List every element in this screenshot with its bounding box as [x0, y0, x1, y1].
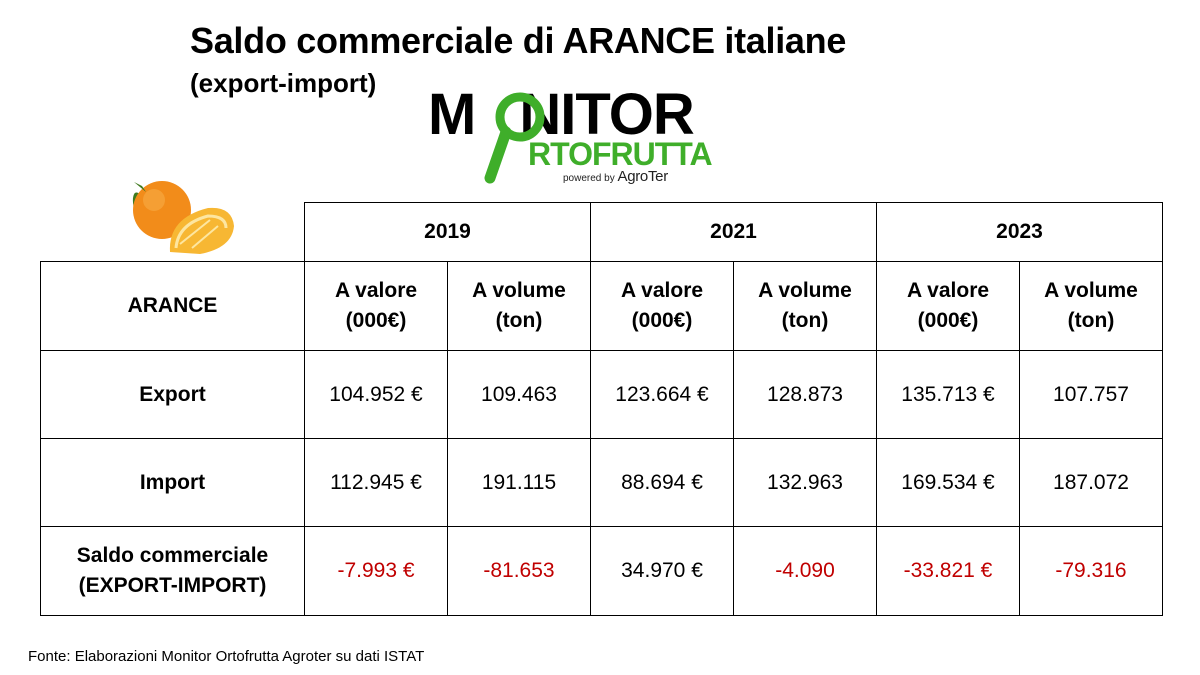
orange-fruit-icon — [132, 181, 234, 254]
table-cell: -7.993 € — [304, 526, 448, 616]
value-header-2021: A valore (000€) — [590, 261, 734, 351]
row-label: Saldo commerciale (EXPORT-IMPORT) — [40, 526, 305, 616]
saldo-row: Saldo commerciale (EXPORT-IMPORT) -7.993 … — [40, 526, 1163, 616]
logo-powered-by: powered by AgroTer — [563, 168, 668, 185]
logo-wordmark: M NITOR — [428, 82, 695, 147]
table-cell: 109.463 — [447, 350, 591, 439]
volume-header-2021: A volume (ton) — [733, 261, 877, 351]
page-title: Saldo commerciale di ARANCE italiane — [190, 20, 847, 61]
table-cell: 123.664 € — [590, 350, 734, 439]
table-cell: -79.316 — [1019, 526, 1163, 616]
table-cell: 169.534 € — [876, 438, 1020, 527]
table-cell: -33.821 € — [876, 526, 1020, 616]
value-header-2023: A valore (000€) — [876, 261, 1020, 351]
table-cell: 104.952 € — [304, 350, 448, 439]
year-2021-header: 2021 — [590, 202, 877, 262]
arance-header: ARANCE — [40, 261, 305, 351]
year-2023-header: 2023 — [876, 202, 1163, 262]
orange-trade-table: 2019 2021 2023 ARANCE A valore (000€) A v… — [40, 202, 1163, 616]
logo-subtitle: RTOFRUTTA — [528, 136, 713, 172]
table-cell: 191.115 — [447, 438, 591, 527]
monitor-ortofrutta-logo: M NITOR RTOFRUTTA powered by AgroTer — [428, 86, 773, 186]
table-cell: 132.963 — [733, 438, 877, 527]
magnifier-icon — [484, 92, 545, 184]
table-cell: 187.072 — [1019, 438, 1163, 527]
column-header-row: ARANCE A valore (000€) A volume (ton) A va… — [40, 261, 1163, 351]
export-row: Export 104.952 € 109.463 123.664 € 128.8… — [40, 350, 1163, 439]
table-cell: -81.653 — [447, 526, 591, 616]
source-note: Fonte: Elaborazioni Monitor Ortofrutta A… — [28, 648, 425, 665]
value-header-2019: A valore (000€) — [304, 261, 448, 351]
table-cell: 34.970 € — [590, 526, 734, 616]
year-2019-header: 2019 — [304, 202, 591, 262]
import-row: Import 112.945 € 191.115 88.694 € 132.96… — [40, 438, 1163, 527]
page-subtitle: (export-import) — [190, 68, 377, 98]
table-cell: 128.873 — [733, 350, 877, 439]
row-label: Import — [40, 438, 305, 527]
row-label: Export — [40, 350, 305, 439]
blank-corner — [41, 203, 305, 262]
table-cell: 112.945 € — [304, 438, 448, 527]
table-cell: 135.713 € — [876, 350, 1020, 439]
volume-header-2023: A volume (ton) — [1019, 261, 1163, 351]
table-cell: 88.694 € — [590, 438, 734, 527]
year-header-row: 2019 2021 2023 — [41, 202, 1163, 262]
volume-header-2019: A volume (ton) — [447, 261, 591, 351]
table-cell: -4.090 — [733, 526, 877, 616]
table-cell: 107.757 — [1019, 350, 1163, 439]
